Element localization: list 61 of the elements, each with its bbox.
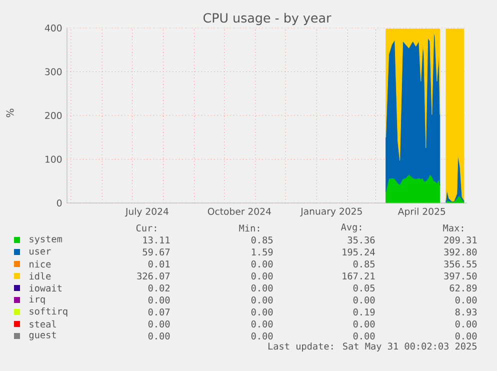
y-tick-label: 300 [45, 68, 62, 76]
x-tick-label: July 2024 [124, 208, 168, 217]
legend-label: guest [29, 332, 56, 340]
text: 0.00 [251, 284, 273, 292]
text: Max: [443, 224, 464, 232]
text: 0.07 [148, 308, 170, 316]
y-tick-label: 0 [56, 199, 62, 207]
legend-label: irq [30, 295, 45, 305]
text: 195.24 [342, 248, 375, 256]
text: 356.55 [444, 260, 477, 268]
text: 13.11 [143, 236, 170, 244]
y-tick-label: 100 [46, 156, 62, 163]
text: 0.00 [353, 296, 375, 304]
text: 0.00 [251, 320, 273, 328]
text: 0.00 [455, 332, 477, 340]
text: 0.00 [148, 320, 170, 328]
x-tick-label: October 2024 [208, 208, 271, 215]
text: 0.00 [251, 296, 273, 304]
text: 0.00 [148, 296, 170, 304]
y-tick-label: 400 [44, 24, 62, 32]
legend-label: steal [30, 320, 56, 328]
text: 59.67 [142, 248, 170, 256]
chart-title: CPU usage - by year [203, 12, 332, 26]
text: Avg: [340, 224, 362, 232]
text: 397.50 [444, 272, 477, 280]
text: Last update: Sat May 31 00:02:03 2025 [268, 342, 477, 352]
text: 209.31 [444, 236, 477, 244]
text: 0.00 [251, 260, 273, 268]
text: 0.00 [148, 332, 170, 340]
text: 0.00 [455, 296, 477, 304]
y-tick-label: 200 [45, 112, 62, 120]
legend-label: nice [30, 260, 51, 268]
x-tick-label: January 2025 [300, 208, 362, 217]
text: 0.00 [251, 308, 273, 316]
legend-label: iowait [30, 284, 62, 292]
text: 8.93 [455, 308, 477, 316]
legend-label: user [30, 249, 51, 255]
text: 0.02 [148, 284, 170, 292]
text: 0.19 [353, 308, 375, 316]
x-tick-label: April 2025 [398, 208, 446, 217]
text: 326.07 [137, 272, 170, 280]
text: 0.00 [251, 332, 273, 340]
text: 0.00 [455, 320, 477, 328]
text: 0.01 [148, 260, 170, 268]
y-axis-title: % [6, 108, 14, 118]
text: 62.89 [450, 284, 477, 292]
text: 0.05 [353, 284, 375, 292]
legend-label: system [30, 236, 62, 244]
legend-label: softirq [30, 307, 68, 317]
text: Min: [239, 224, 260, 232]
text: 0.85 [251, 236, 273, 244]
text: 0.00 [353, 320, 375, 328]
text: 0.00 [251, 272, 273, 280]
text: 1.59 [252, 248, 273, 256]
text: 167.21 [342, 272, 375, 280]
legend-label: idle [30, 272, 51, 280]
text: 392.80 [444, 248, 477, 256]
text: 35.36 [348, 236, 375, 244]
text: 0.85 [353, 260, 375, 268]
text: Cur: [136, 224, 156, 232]
text: 0.00 [353, 332, 375, 340]
